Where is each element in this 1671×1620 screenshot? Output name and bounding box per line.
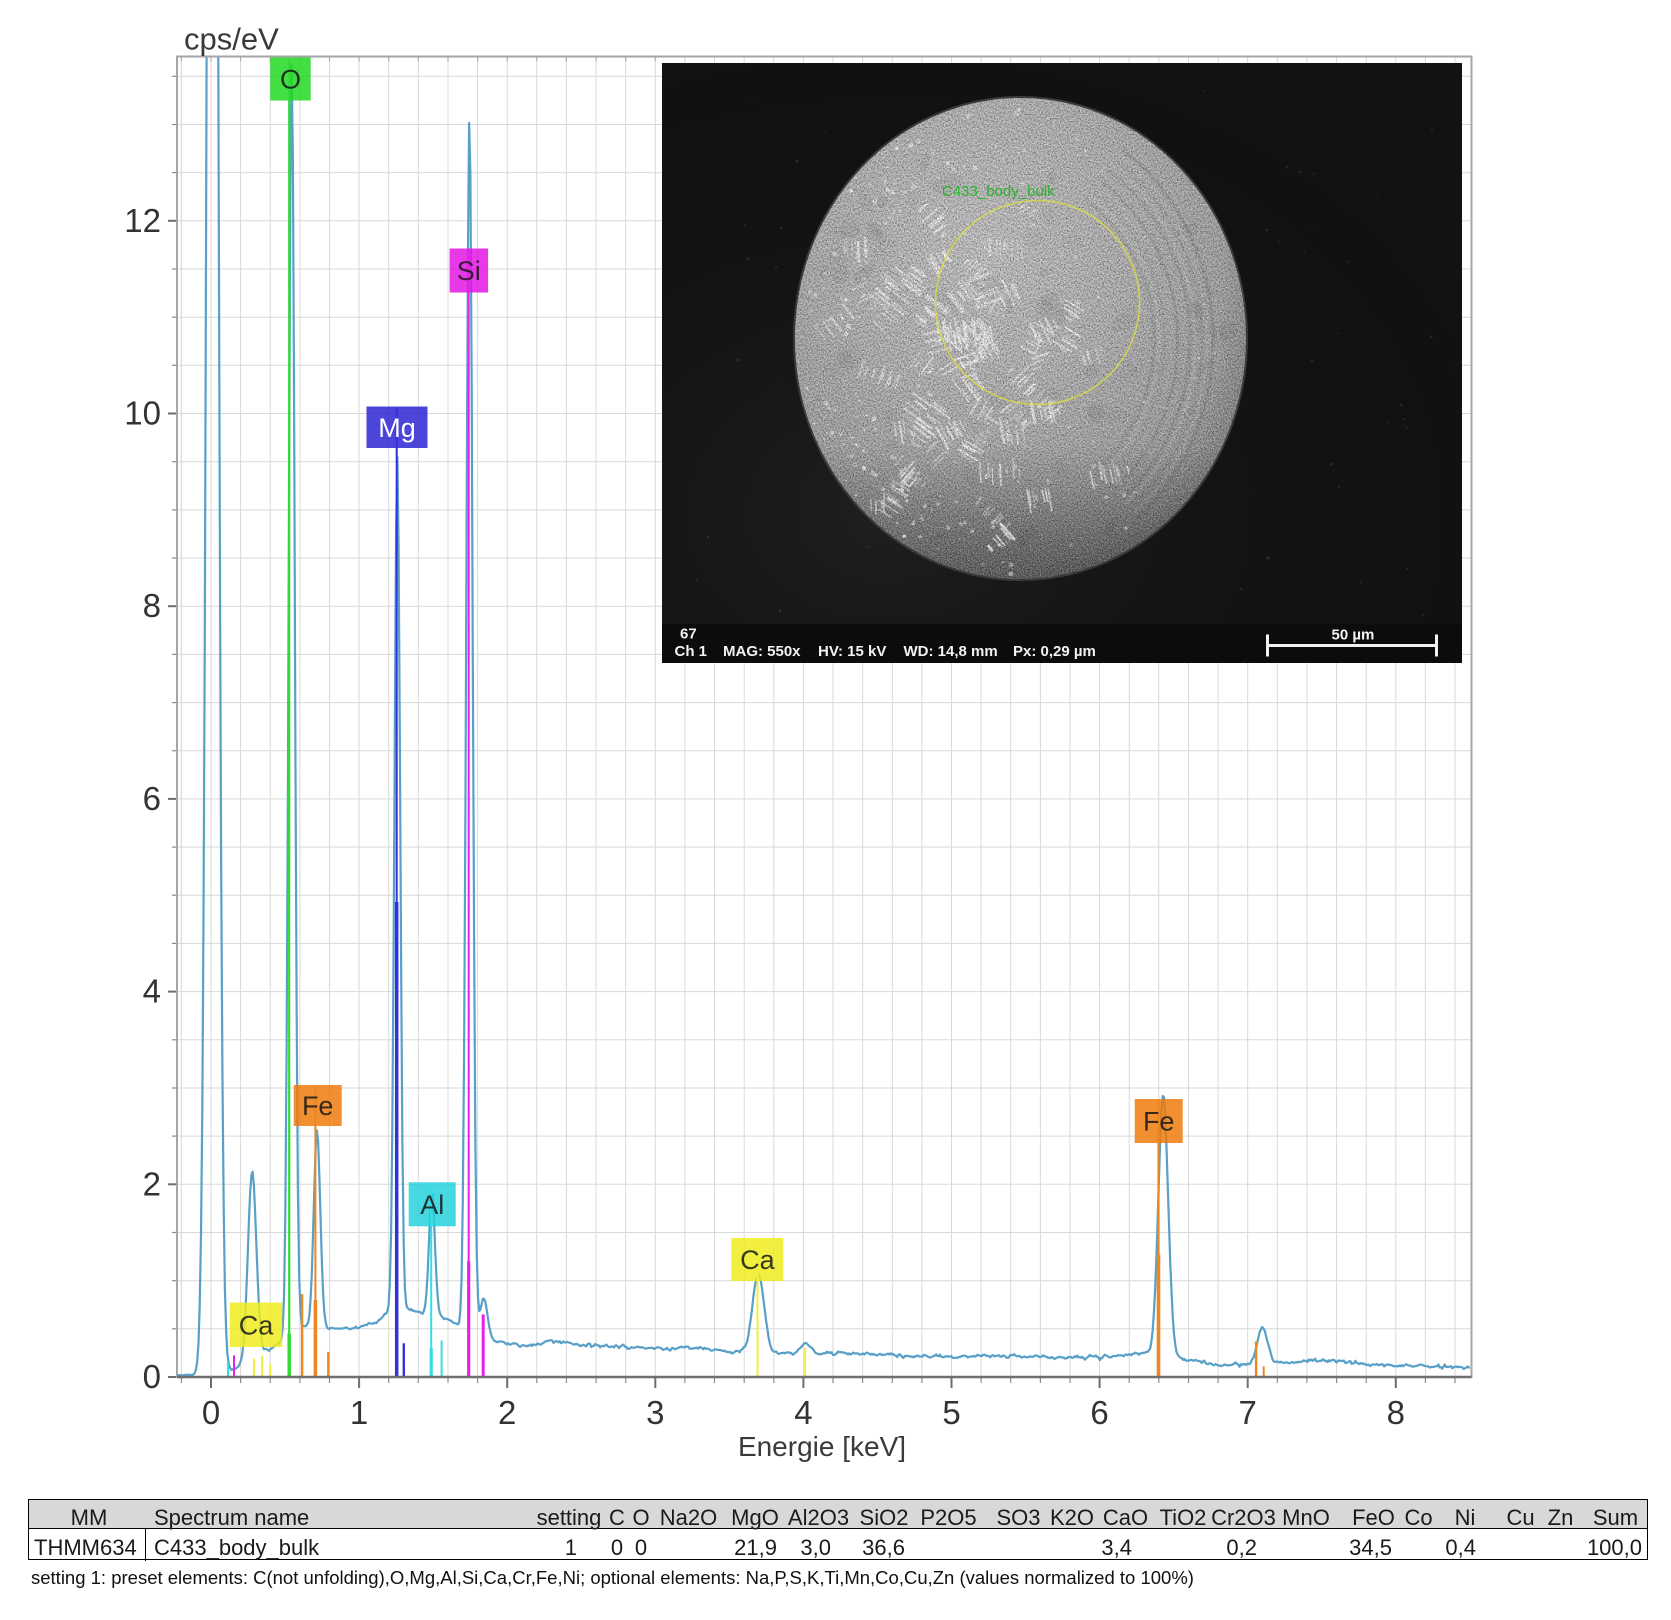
svg-text:2: 2	[498, 1394, 516, 1431]
svg-text:MAG: 550x: MAG: 550x	[723, 643, 801, 660]
svg-text:Energie [keV]: Energie [keV]	[738, 1431, 906, 1462]
svg-text:4: 4	[794, 1394, 812, 1431]
svg-text:Fe: Fe	[302, 1091, 334, 1121]
svg-text:Ca: Ca	[740, 1245, 775, 1275]
svg-text:6: 6	[143, 780, 161, 817]
svg-text:7: 7	[1239, 1394, 1257, 1431]
svg-text:cps/eV: cps/eV	[184, 22, 279, 57]
svg-text:Ch 1: Ch 1	[675, 643, 708, 660]
svg-text:67: 67	[680, 626, 697, 643]
svg-text:12: 12	[124, 202, 161, 239]
svg-text:WD: 14,8 mm: WD: 14,8 mm	[904, 643, 998, 660]
svg-text:Mg: Mg	[378, 413, 416, 443]
svg-text:Px: 0,29 µm: Px: 0,29 µm	[1013, 643, 1096, 660]
svg-text:50 µm: 50 µm	[1332, 627, 1375, 644]
svg-text:3: 3	[646, 1394, 664, 1431]
svg-text:1: 1	[350, 1394, 368, 1431]
svg-text:6: 6	[1090, 1394, 1108, 1431]
svg-text:10: 10	[124, 395, 161, 432]
svg-text:5: 5	[942, 1394, 960, 1431]
svg-text:8: 8	[1387, 1394, 1405, 1431]
svg-text:4: 4	[143, 973, 161, 1010]
svg-text:0: 0	[202, 1394, 220, 1431]
svg-text:C433_body_bulk: C433_body_bulk	[942, 183, 1055, 200]
svg-text:2: 2	[143, 1165, 161, 1202]
svg-text:HV: 15 kV: HV: 15 kV	[818, 643, 886, 660]
svg-text:Fe: Fe	[1143, 1107, 1175, 1137]
svg-text:Si: Si	[457, 256, 481, 286]
svg-text:Ca: Ca	[239, 1311, 274, 1341]
svg-text:O: O	[280, 65, 301, 95]
svg-text:8: 8	[143, 587, 161, 624]
svg-text:Al: Al	[420, 1190, 444, 1220]
svg-text:0: 0	[143, 1358, 161, 1395]
